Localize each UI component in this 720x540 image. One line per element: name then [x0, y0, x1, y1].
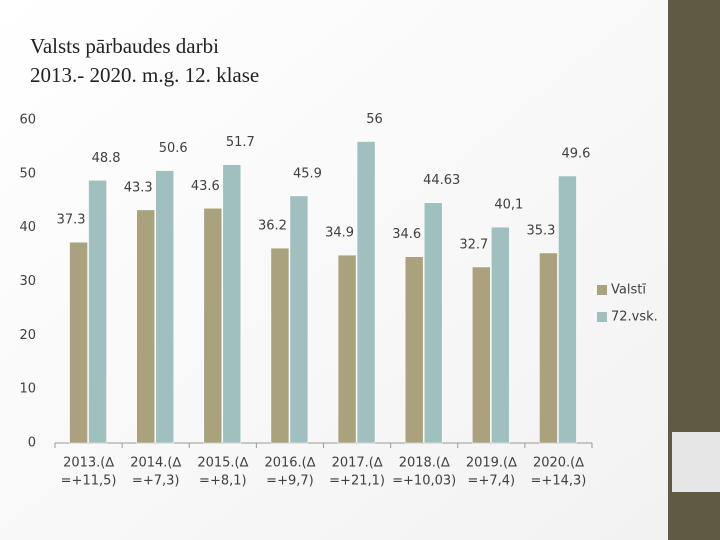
x-tick-label: 2019.(∆ [466, 456, 517, 471]
value-label: 48.8 [92, 151, 121, 166]
x-tick-label: 2018.(∆ [399, 456, 450, 471]
y-tick-label: 60 [19, 113, 36, 128]
value-label: 51.7 [226, 135, 255, 150]
x-tick-label: =+14,3) [531, 474, 587, 489]
value-label: 35.3 [526, 223, 555, 238]
value-label: 49.6 [561, 146, 590, 161]
title-line: Valsts pārbaudes darbi [30, 34, 219, 58]
y-tick-label: 0 [28, 436, 36, 451]
bar [69, 241, 88, 444]
bar [289, 195, 309, 444]
bar [222, 164, 242, 444]
x-tick-label: =+9,7) [266, 474, 314, 489]
bar [356, 141, 376, 444]
legend-swatch [597, 312, 607, 322]
x-tick-label: =+11,5) [61, 474, 117, 489]
bar [472, 266, 491, 444]
value-label: 40,1 [494, 198, 523, 213]
bar [136, 209, 155, 444]
bar [88, 180, 107, 444]
bar [337, 254, 357, 444]
value-label: 50.6 [159, 141, 188, 156]
value-label: 56 [366, 112, 383, 127]
value-label: 44.63 [423, 173, 460, 188]
value-label: 36.2 [258, 219, 287, 234]
x-tick-label: =+8,1) [199, 474, 247, 489]
bar [203, 208, 223, 444]
bar [155, 170, 174, 444]
bar [404, 256, 424, 444]
side-block [672, 432, 720, 492]
x-tick-label: =+7,3) [132, 474, 180, 489]
x-tick-label: =+10,03) [392, 474, 456, 489]
y-tick-label: 40 [19, 220, 36, 235]
x-tick-label: 2017.(∆ [332, 456, 383, 471]
x-tick-label: 2020.(∆ [533, 456, 584, 471]
x-tick-label: 2016.(∆ [264, 456, 315, 471]
bar [539, 252, 558, 444]
value-label: 43.6 [191, 179, 220, 194]
value-label: 34.6 [392, 227, 421, 242]
legend-swatch [597, 285, 607, 295]
value-label: 45.9 [293, 166, 322, 181]
bar [423, 202, 443, 444]
y-tick-label: 50 [19, 166, 36, 181]
x-tick-label: =+7,4) [468, 474, 516, 489]
value-label: 43.3 [124, 180, 153, 195]
bar [491, 226, 510, 444]
legend-label: 72.vsk. [611, 310, 658, 325]
y-tick-label: 30 [19, 274, 36, 289]
y-tick-label: 10 [19, 382, 36, 397]
bar [558, 175, 577, 444]
x-tick-label: 2015.(∆ [197, 456, 248, 471]
value-label: 37.3 [57, 213, 86, 228]
value-label: 32.7 [459, 237, 488, 252]
x-tick-label: =+21,1) [329, 474, 385, 489]
bar [270, 247, 290, 444]
legend-label: Valstī [611, 283, 646, 298]
x-tick-label: 2014.(∆ [130, 456, 181, 471]
value-label: 34.9 [325, 226, 354, 241]
y-tick-label: 20 [19, 328, 36, 343]
title-line: 2013.- 2020. m.g. 12. klase [30, 63, 259, 87]
x-tick-label: 2013.(∆ [63, 456, 114, 471]
